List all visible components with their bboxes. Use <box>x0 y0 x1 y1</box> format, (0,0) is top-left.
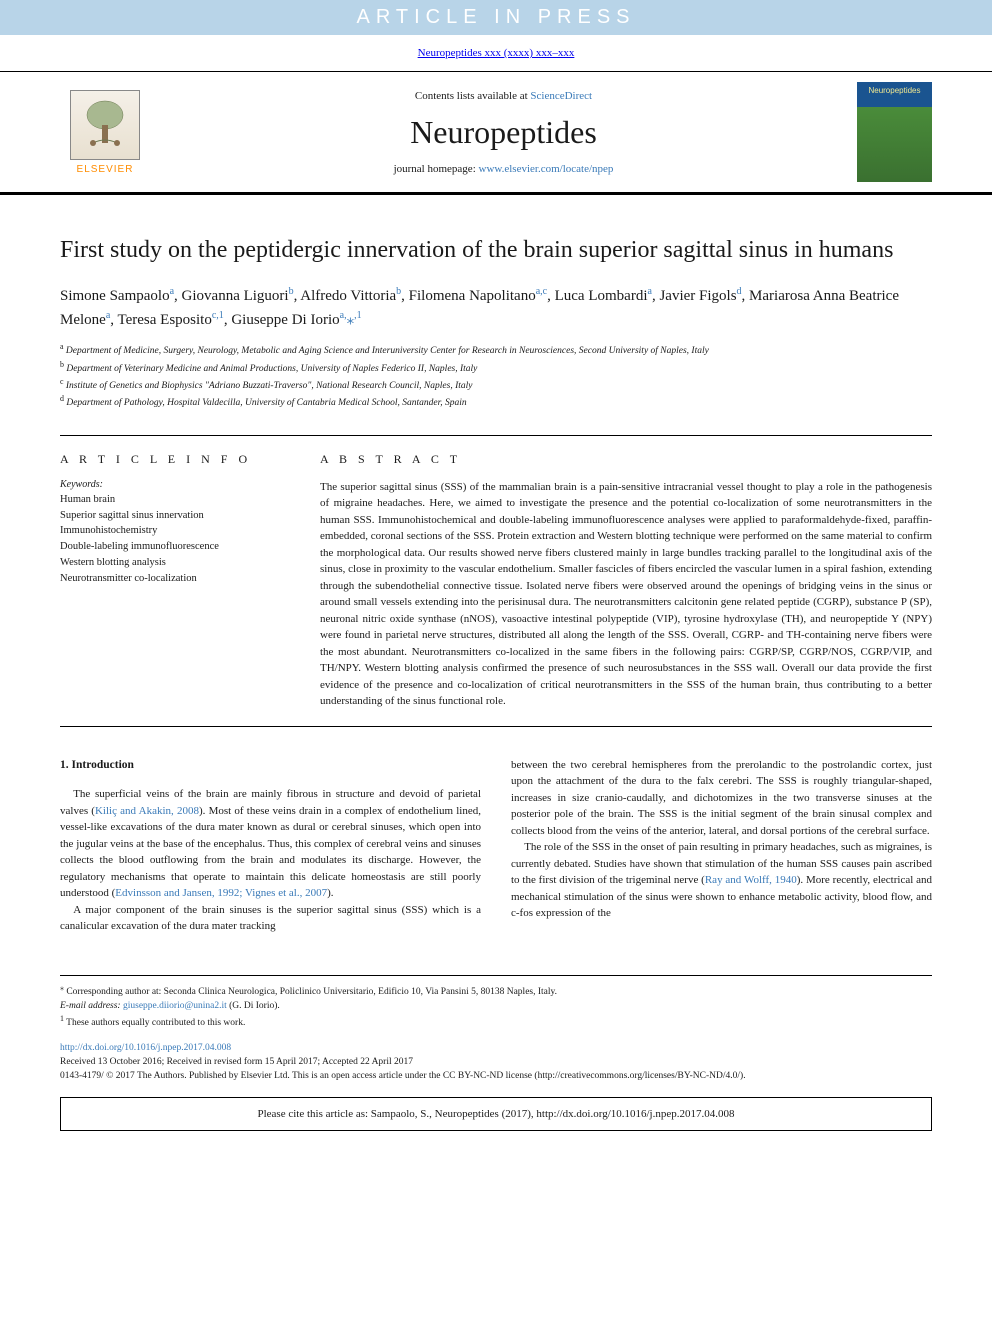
citation-header: Neuropeptides xxx (xxxx) xxx–xxx <box>0 35 992 71</box>
header-center: Contents lists available at ScienceDirec… <box>150 90 857 175</box>
author-email-link[interactable]: giuseppe.diiorio@unina2.it <box>123 1001 227 1011</box>
homepage-prefix: journal homepage: <box>394 163 479 175</box>
affiliation-item: d Department of Pathology, Hospital Vald… <box>60 393 932 410</box>
journal-title: Neuropeptides <box>150 114 857 151</box>
keywords-list: Human brainSuperior sagittal sinus inner… <box>60 492 280 587</box>
email-suffix: (G. Di Iorio). <box>227 1001 280 1011</box>
ref-edvinsson-vignes[interactable]: Edvinsson and Jansen, 1992; Vignes et al… <box>115 887 327 899</box>
email-note: E-mail address: giuseppe.diiorio@unina2.… <box>60 999 932 1013</box>
elsevier-name: ELSEVIER <box>77 164 134 175</box>
body-column-right: between the two cerebral hemispheres fro… <box>511 757 932 935</box>
intro-paragraph-2-cont: between the two cerebral hemispheres fro… <box>511 757 932 840</box>
please-cite-box: Please cite this article as: Sampaolo, S… <box>60 1097 932 1131</box>
p1-post: ). Most of these veins drain in a comple… <box>60 805 481 900</box>
journal-cover-thumbnail: Neuropeptides <box>857 82 932 182</box>
note1-text: These authors equally contributed to thi… <box>66 1018 245 1028</box>
info-abstract-row: A R T I C L E I N F O Keywords: Human br… <box>60 435 932 727</box>
citation-header-link[interactable]: Neuropeptides xxx (xxxx) xxx–xxx <box>418 47 575 59</box>
article-in-press-banner: ARTICLE IN PRESS <box>0 0 992 35</box>
corr-text: Corresponding author at: Seconda Clinica… <box>66 987 557 997</box>
intro-paragraph-3: The role of the SSS in the onset of pain… <box>511 839 932 922</box>
equal-contribution-note: 1 These authors equally contributed to t… <box>60 1013 932 1030</box>
body-two-columns: 1. Introduction The superficial veins of… <box>60 757 932 935</box>
keyword-item: Western blotting analysis <box>60 555 280 571</box>
introduction-heading: 1. Introduction <box>60 757 481 774</box>
corr-marker: ⁎ <box>60 983 64 992</box>
article-info-column: A R T I C L E I N F O Keywords: Human br… <box>60 435 300 726</box>
affiliations-list: a Department of Medicine, Surgery, Neuro… <box>60 341 932 411</box>
keywords-label: Keywords: <box>60 479 280 490</box>
abstract-column: A B S T R A C T The superior sagittal si… <box>300 435 932 726</box>
elsevier-tree-icon <box>70 90 140 160</box>
ref-kilic-2008[interactable]: Kiliç and Akakin, 2008 <box>95 805 199 817</box>
corresponding-author-note: ⁎ Corresponding author at: Seconda Clini… <box>60 982 932 999</box>
authors-list: Simone Sampaoloa, Giovanna Liguorib, Alf… <box>60 284 932 331</box>
affiliation-item: a Department of Medicine, Surgery, Neuro… <box>60 341 932 358</box>
journal-homepage-line: journal homepage: www.elsevier.com/locat… <box>150 163 857 175</box>
doi-link[interactable]: http://dx.doi.org/10.1016/j.npep.2017.04… <box>60 1043 231 1053</box>
keyword-item: Human brain <box>60 492 280 508</box>
keyword-item: Double-labeling immunofluorescence <box>60 539 280 555</box>
contents-lists-line: Contents lists available at ScienceDirec… <box>150 90 857 102</box>
keyword-item: Superior sagittal sinus innervation <box>60 508 280 524</box>
keyword-item: Immunohistochemistry <box>60 523 280 539</box>
intro-paragraph-1: The superficial veins of the brain are m… <box>60 786 481 902</box>
email-label: E-mail address: <box>60 1001 123 1011</box>
journal-header-box: ELSEVIER Contents lists available at Sci… <box>0 71 992 195</box>
ref-ray-wolff-1940[interactable]: Ray and Wolff, 1940 <box>705 874 797 886</box>
received-dates: Received 13 October 2016; Received in re… <box>60 1055 932 1069</box>
keyword-item: Neurotransmitter co-localization <box>60 571 280 587</box>
elsevier-logo: ELSEVIER <box>60 82 150 182</box>
p1-post2: ). <box>327 887 333 899</box>
affiliation-item: b Department of Veterinary Medicine and … <box>60 359 932 376</box>
journal-homepage-link[interactable]: www.elsevier.com/locate/npep <box>479 163 614 175</box>
main-content: First study on the peptidergic innervati… <box>0 195 992 955</box>
copyright-line: 0143-4179/ © 2017 The Authors. Published… <box>60 1069 932 1083</box>
contents-lists-prefix: Contents lists available at <box>415 90 530 102</box>
footnotes: ⁎ Corresponding author at: Seconda Clini… <box>60 975 932 1031</box>
abstract-text: The superior sagittal sinus (SSS) of the… <box>320 479 932 710</box>
body-column-left: 1. Introduction The superficial veins of… <box>60 757 481 935</box>
journal-cover-title: Neuropeptides <box>857 86 932 95</box>
doi-block: http://dx.doi.org/10.1016/j.npep.2017.04… <box>60 1041 932 1084</box>
abstract-label: A B S T R A C T <box>320 452 932 467</box>
sciencedirect-link[interactable]: ScienceDirect <box>530 90 592 102</box>
intro-paragraph-2: A major component of the brain sinuses i… <box>60 902 481 935</box>
note1-sup: 1 <box>60 1014 64 1023</box>
affiliation-item: c Institute of Genetics and Biophysics "… <box>60 376 932 393</box>
article-title: First study on the peptidergic innervati… <box>60 235 932 266</box>
article-info-label: A R T I C L E I N F O <box>60 452 280 467</box>
